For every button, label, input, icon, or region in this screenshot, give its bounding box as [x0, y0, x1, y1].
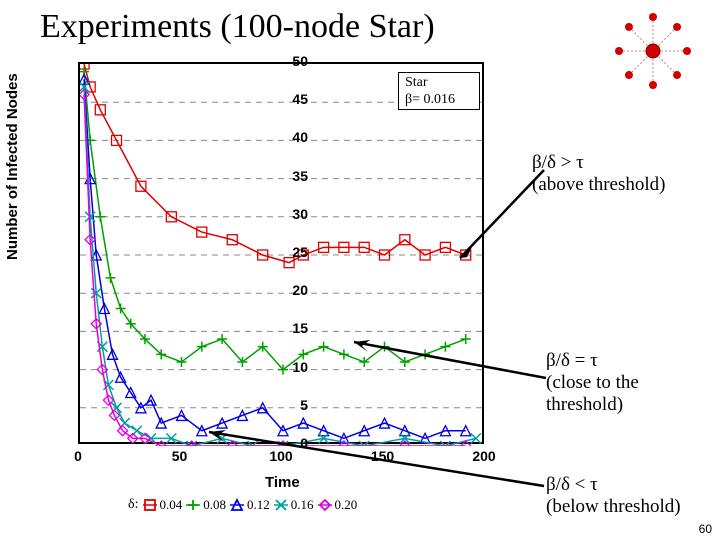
y-axis-label: Number of Infected Nodes: [4, 73, 21, 260]
ytick: 25: [270, 244, 308, 260]
ytick: 15: [270, 320, 308, 336]
delta-item: 0.20: [318, 497, 358, 513]
ytick: 40: [270, 129, 308, 145]
ytick: 45: [270, 91, 308, 107]
page-number: 60: [699, 522, 712, 536]
ytick: 20: [270, 282, 308, 298]
xtick: 0: [48, 448, 108, 464]
delta-item: 0.04: [143, 497, 183, 513]
xtick: 200: [454, 448, 514, 464]
delta-label: δ:: [128, 497, 139, 513]
annotation-below: β/δ < τ(below threshold): [546, 474, 716, 518]
ytick: 5: [270, 397, 308, 413]
xtick: 100: [251, 448, 311, 464]
delta-legend: δ:0.040.080.120.160.20: [128, 497, 357, 513]
star-diagram-icon: [608, 8, 698, 94]
ytick: 30: [270, 206, 308, 222]
legend-l2: β= 0.016: [405, 92, 473, 109]
delta-item: 0.08: [186, 497, 226, 513]
x-axis-label: Time: [265, 474, 300, 491]
ytick: 10: [270, 359, 308, 375]
annotation-above: β/δ > τ(above threshold): [532, 152, 712, 196]
legend-box: Star β= 0.016: [398, 72, 480, 110]
delta-item: 0.12: [230, 497, 270, 513]
ytick: 35: [270, 168, 308, 184]
annotation-close: β/δ = τ(close to thethreshold): [546, 350, 716, 416]
ytick: 50: [270, 53, 308, 69]
xtick: 50: [150, 448, 210, 464]
page-title: Experiments (100-node Star): [40, 8, 435, 46]
xtick: 150: [353, 448, 413, 464]
legend-l1: Star: [405, 75, 473, 92]
delta-item: 0.16: [274, 497, 314, 513]
